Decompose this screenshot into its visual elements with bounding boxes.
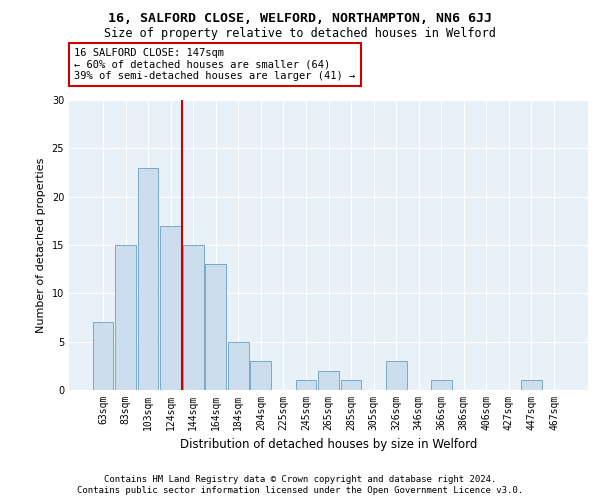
- Bar: [521, 380, 542, 390]
- Y-axis label: Number of detached properties: Number of detached properties: [36, 158, 46, 332]
- X-axis label: Distribution of detached houses by size in Welford: Distribution of detached houses by size …: [180, 438, 477, 452]
- Bar: [115, 245, 136, 390]
- Text: 16, SALFORD CLOSE, WELFORD, NORTHAMPTON, NN6 6JJ: 16, SALFORD CLOSE, WELFORD, NORTHAMPTON,…: [108, 12, 492, 26]
- Bar: [318, 370, 339, 390]
- Bar: [296, 380, 316, 390]
- Text: Contains HM Land Registry data © Crown copyright and database right 2024.: Contains HM Land Registry data © Crown c…: [104, 475, 496, 484]
- Bar: [386, 361, 407, 390]
- Bar: [92, 322, 113, 390]
- Bar: [205, 264, 226, 390]
- Bar: [228, 342, 248, 390]
- Text: Contains public sector information licensed under the Open Government Licence v3: Contains public sector information licen…: [77, 486, 523, 495]
- Bar: [431, 380, 452, 390]
- Bar: [250, 361, 271, 390]
- Bar: [183, 245, 203, 390]
- Bar: [137, 168, 158, 390]
- Bar: [341, 380, 361, 390]
- Bar: [160, 226, 181, 390]
- Text: 16 SALFORD CLOSE: 147sqm
← 60% of detached houses are smaller (64)
39% of semi-d: 16 SALFORD CLOSE: 147sqm ← 60% of detach…: [74, 48, 355, 81]
- Text: Size of property relative to detached houses in Welford: Size of property relative to detached ho…: [104, 28, 496, 40]
